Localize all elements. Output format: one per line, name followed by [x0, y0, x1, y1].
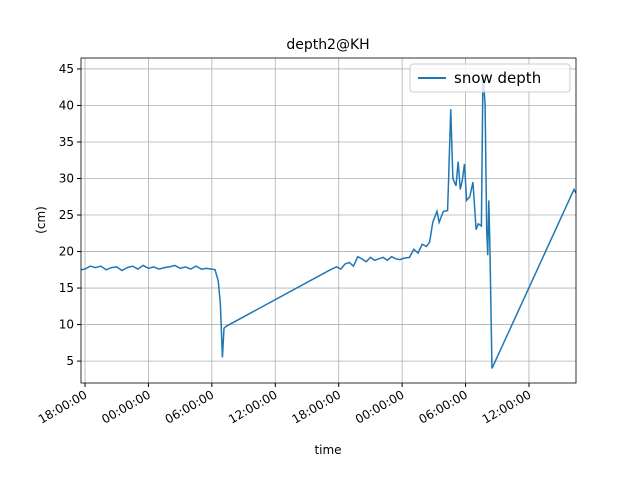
y-tick-label: 25 — [59, 208, 74, 222]
y-axis-label: (cm) — [34, 206, 48, 234]
axes-frame — [80, 57, 577, 384]
y-tick-label: 35 — [59, 135, 74, 149]
legend-box — [409, 63, 571, 93]
data-line — [81, 72, 576, 369]
y-tick-label: 20 — [59, 245, 74, 259]
chart-title: depth2@KH — [286, 37, 369, 53]
y-tick-label: 30 — [59, 172, 74, 186]
y-tick-label: 45 — [59, 62, 74, 76]
legend-label: snow depth — [454, 69, 541, 87]
x-axis-label: time — [314, 443, 341, 457]
y-tick-label: 15 — [59, 281, 74, 295]
y-tick-label: 40 — [59, 98, 74, 112]
y-tick-label: 5 — [66, 354, 74, 368]
y-tick-label: 10 — [59, 318, 74, 332]
